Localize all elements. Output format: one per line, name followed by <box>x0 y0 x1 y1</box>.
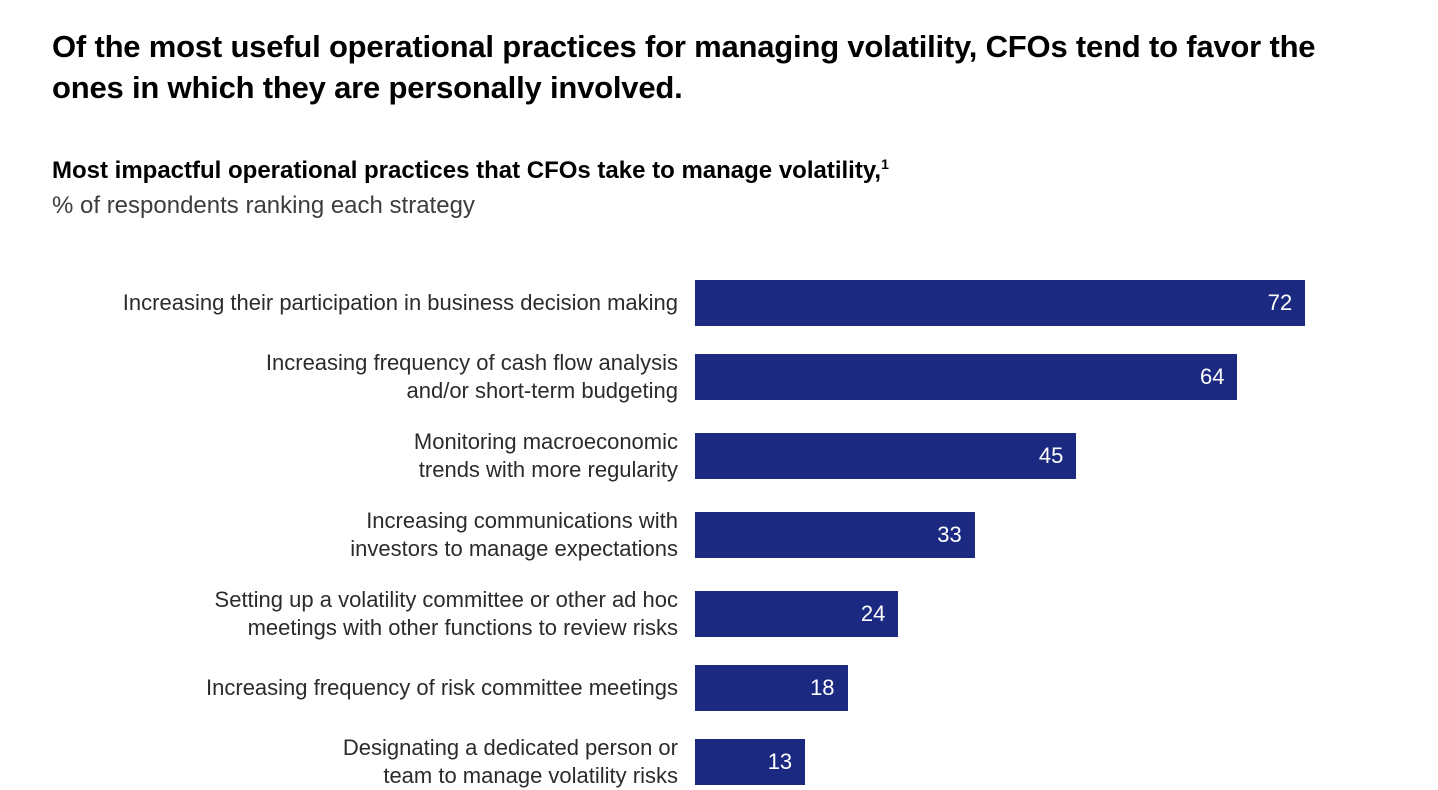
chart-rows: Increasing their participation in busine… <box>52 280 1390 789</box>
chart-row: Monitoring macroeconomic trends with more… <box>52 428 1390 484</box>
bar-category-label: Increasing their participation in busine… <box>122 290 678 316</box>
bar: 13 <box>695 738 806 785</box>
bar-value-label: 72 <box>1267 290 1293 316</box>
bar-track: 24 <box>695 590 1390 637</box>
chart-title-text: Most impactful operational practices tha… <box>52 156 882 184</box>
bar: 18 <box>695 664 848 711</box>
bar: 33 <box>695 512 975 559</box>
bar-value-label: 18 <box>810 674 835 700</box>
bar-category-label: Monitoring macroeconomic trends with more… <box>413 429 678 483</box>
bar-track: 72 <box>695 280 1390 327</box>
bar-track: 64 <box>695 354 1390 401</box>
chart-title: Most impactful operational practices tha… <box>52 157 1390 186</box>
bar-category-label: Increasing frequency of risk committee m… <box>206 674 678 700</box>
bar: 72 <box>695 280 1306 327</box>
bar-track: 18 <box>695 664 1390 711</box>
chart-row: Increasing frequency of cash flow analys… <box>52 349 1390 405</box>
bar-category-label: Designating a dedicated person or team to… <box>342 734 678 788</box>
chart-row: Increasing their participation in busine… <box>52 280 1390 327</box>
bar-category-label: Setting up a volatility committee or oth… <box>214 587 678 640</box>
chart-row: Increasing communications with investors … <box>52 507 1390 563</box>
chart-row: Setting up a volatility committee or oth… <box>52 586 1390 642</box>
bar: 64 <box>695 354 1238 401</box>
bar-track: 45 <box>695 433 1390 480</box>
chart-row: Designating a dedicated person or team to… <box>52 734 1390 790</box>
bar-value-label: 24 <box>860 600 886 626</box>
bar-category-label: Increasing communications with investors … <box>350 508 678 562</box>
bar-track: 13 <box>695 738 1390 785</box>
footnote-marker: 1 <box>881 155 889 172</box>
page-title: Of the most useful operational practices… <box>52 29 1316 105</box>
chart-unit-label: % of respondents ranking each strategy <box>52 191 475 219</box>
bar-value-label: 45 <box>1038 443 1064 469</box>
chart-row: Increasing frequency of risk committee m… <box>52 664 1390 711</box>
bar-value-label: 33 <box>937 522 962 548</box>
bar-value-label: 64 <box>1199 364 1225 390</box>
bar-category-label: Increasing frequency of cash flow analys… <box>265 350 678 404</box>
bar-chart: Increasing their participation in busine… <box>52 280 1390 789</box>
bar-track: 33 <box>695 512 1390 559</box>
bar: 45 <box>695 433 1077 480</box>
bar-value-label: 13 <box>767 748 793 774</box>
chart-header: Most impactful operational practices tha… <box>52 157 1390 221</box>
bar: 24 <box>695 590 899 637</box>
